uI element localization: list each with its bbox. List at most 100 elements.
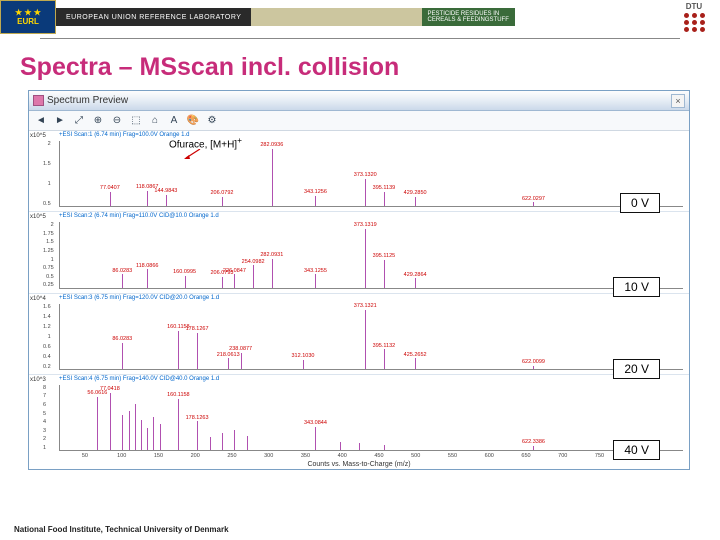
y-units: x10^4 <box>30 296 46 302</box>
window-title: Spectrum Preview <box>47 95 128 106</box>
peak <box>365 229 366 288</box>
close-icon[interactable]: × <box>671 94 685 108</box>
peak <box>303 360 304 369</box>
panel-meta: +ESI Scan:3 (6.75 min) Frag=120.0V CID@2… <box>59 295 219 301</box>
peak-label: 86.0283 <box>112 268 132 274</box>
peak <box>272 149 273 206</box>
x-tick: 50 <box>82 453 88 459</box>
plot-area[interactable]: 56.061677.0418160.1158178.1263343.084462… <box>59 385 683 451</box>
peak <box>315 427 316 450</box>
peak <box>384 192 385 206</box>
peak <box>228 358 229 368</box>
peak <box>340 442 341 450</box>
peak <box>222 277 223 287</box>
peak <box>160 424 161 450</box>
panel-meta: +ESI Scan:2 (6.74 min) Frag=110.0V CID@1… <box>59 213 219 219</box>
slide-title: Spectra – MSscan incl. collision <box>20 53 720 82</box>
header-rule <box>40 38 680 39</box>
slide-header: ★ ★ ★ EURL EUROPEAN UNION REFERENCE LABO… <box>0 0 720 34</box>
peak <box>122 415 123 450</box>
home-icon[interactable]: ⌂ <box>147 113 163 129</box>
plot-area[interactable]: 86.0283160.1158178.1267218.0613238.08773… <box>59 304 683 370</box>
y-axis: 21.510.5 <box>43 141 51 207</box>
x-tick: 100 <box>117 453 126 459</box>
peak <box>122 274 123 287</box>
peak-label: 86.0283 <box>112 336 132 342</box>
peak <box>415 278 416 287</box>
peak <box>185 276 186 288</box>
peak <box>365 179 366 206</box>
zoom-in-icon[interactable]: ⊕ <box>90 113 106 129</box>
app-icon <box>33 95 44 106</box>
lab-name: EUROPEAN UNION REFERENCE LABORATORY <box>56 8 251 26</box>
peak <box>197 333 198 369</box>
peak-label: 178.1267 <box>186 326 209 332</box>
zoom-out-icon[interactable]: ⊖ <box>109 113 125 129</box>
peak <box>272 259 273 288</box>
spectrum-panel: +ESI Scan:3 (6.75 min) Frag=120.0V CID@2… <box>29 294 689 375</box>
peak <box>197 421 198 450</box>
peak <box>110 192 111 206</box>
peak <box>147 428 148 450</box>
peak <box>384 349 385 369</box>
peak <box>315 196 316 206</box>
peak-label: 395.1139 <box>373 185 396 191</box>
y-units: x10^3 <box>30 377 46 383</box>
expand-icon[interactable]: ⤢ <box>71 113 87 129</box>
y-axis: 87654321 <box>43 385 46 451</box>
peak-label: 226.0847 <box>223 268 246 274</box>
peak <box>384 260 385 287</box>
footer-text: National Food Institute, Technical Unive… <box>14 525 229 534</box>
peak <box>147 191 148 207</box>
peak-label: 373.1320 <box>354 172 377 178</box>
spectrum-panel: +ESI Scan:4 (6.75 min) Frag=140.0V CID@4… <box>29 375 689 455</box>
peak <box>141 420 142 450</box>
peak <box>415 358 416 368</box>
peak <box>210 437 211 450</box>
x-tick: 350 <box>301 453 310 459</box>
spectrum-preview-window: Spectrum Preview × ◄ ► ⤢ ⊕ ⊖ ⬚ ⌂ A 🎨 ⚙ +… <box>28 90 690 470</box>
x-tick: 300 <box>264 453 273 459</box>
peak <box>97 397 98 451</box>
peak <box>122 343 123 369</box>
plot-area[interactable]: 77.0407118.0867144.9843206.0792282.09363… <box>59 141 683 207</box>
peak-label: 77.0418 <box>100 386 120 392</box>
peak-label: 118.0866 <box>136 263 159 269</box>
peak-label: 395.1132 <box>373 343 396 349</box>
nav-back-icon[interactable]: ◄ <box>33 113 49 129</box>
peak-label: 160.1158 <box>167 392 190 398</box>
peak <box>365 310 366 369</box>
peak <box>166 195 167 207</box>
peak-label: 254.0982 <box>242 259 265 265</box>
voltage-40v: 40 V <box>613 440 660 460</box>
peak-label: 238.0877 <box>229 346 252 352</box>
window-titlebar[interactable]: Spectrum Preview × <box>29 91 689 111</box>
panel-meta: +ESI Scan:4 (6.75 min) Frag=140.0V CID@4… <box>59 376 219 382</box>
peak <box>533 446 534 450</box>
x-tick: 600 <box>485 453 494 459</box>
eurl-logo: ★ ★ ★ EURL <box>0 0 56 34</box>
peak-label: 622.0099 <box>522 359 545 365</box>
fit-icon[interactable]: ⬚ <box>128 113 144 129</box>
header-strip: EUROPEAN UNION REFERENCE LABORATORY PEST… <box>56 0 668 34</box>
peak <box>135 404 136 450</box>
peak-label: 343.1256 <box>304 189 327 195</box>
x-tick: 650 <box>521 453 530 459</box>
spectrum-panel: +ESI Scan:1 (6.74 min) Frag=100.0V Orang… <box>29 131 689 212</box>
peak <box>129 411 130 450</box>
x-tick: 550 <box>448 453 457 459</box>
peak-label: 160.0995 <box>173 269 196 275</box>
peak-label: 178.1263 <box>186 415 209 421</box>
plot-area[interactable]: 86.0283118.0866160.0995206.0793226.08472… <box>59 222 683 288</box>
x-tick: 700 <box>558 453 567 459</box>
y-axis: 21.751.51.2510.750.50.25 <box>43 222 54 288</box>
peak <box>241 353 242 369</box>
nav-fwd-icon[interactable]: ► <box>52 113 68 129</box>
ofurace-annotation: Ofurace, [M+H]+ <box>169 135 242 150</box>
x-tick: 250 <box>227 453 236 459</box>
gear-icon[interactable]: ⚙ <box>204 113 220 129</box>
palette-icon[interactable]: 🎨 <box>185 113 201 129</box>
annotate-icon[interactable]: A <box>166 113 182 129</box>
voltage-10v: 10 V <box>613 277 660 297</box>
peak-label: 622.0297 <box>522 196 545 202</box>
